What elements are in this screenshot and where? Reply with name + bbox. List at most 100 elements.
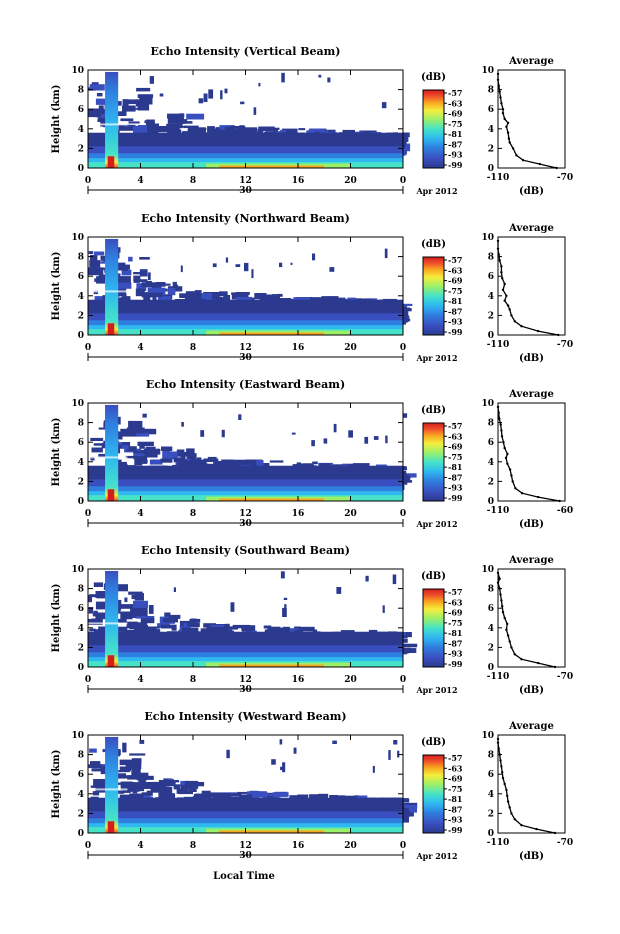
colorbar-tick-label: -57 [448,753,462,763]
y-tick-label: 6 [78,604,84,614]
echo-cell [203,458,219,462]
x-tick-label: 12 [239,176,252,186]
echo-cell [401,639,408,643]
echo-column-core [107,323,115,335]
profile-point [496,737,500,741]
profile-y-tick-label: 0 [488,829,494,839]
echo-cell [114,770,130,773]
y-tick-label: 6 [78,272,84,282]
echo-cell [247,791,262,796]
echo-cell [122,105,136,112]
profile-title: Average [508,56,554,67]
echo-column [105,404,119,501]
profile-y-tick-label: 6 [488,105,494,115]
colorbar-tick-label: -99 [448,327,463,337]
profile-point [520,492,524,495]
echo-cell [136,87,151,92]
echo-cell [127,775,139,780]
profile-point [506,800,510,803]
x-tick-label: 20 [344,509,357,519]
echo-cell [211,129,227,136]
echo-cell [342,463,360,467]
echo-cell [111,293,127,297]
profile-point [499,423,502,426]
echo-cell [186,448,195,456]
profile-point [501,776,505,780]
echo-cell [127,766,133,769]
profile-point [497,411,500,414]
x-tick-label: 4 [137,176,143,186]
echo-cell [141,792,148,799]
average-profile: Average 0 2 4 6 8 10 -110 -70 (dB) [481,555,573,696]
panel-5: Echo Intensity (Westward Beam) 0 2 4 6 8 10 0 4 8… [51,710,573,862]
echo-cell [183,125,199,129]
x-axis-label: Local Time [213,871,275,882]
echo-cell [98,427,110,430]
echo-cell [156,127,169,133]
echo-cell [89,260,101,268]
x-tick-label: 0 [400,343,406,353]
echo-cell [89,254,98,262]
echo-cell [293,747,297,754]
profile-line [497,738,556,834]
echo-cell [188,127,206,135]
profile-point [505,294,508,297]
echo-cell [364,436,369,444]
echo-cell [308,128,325,132]
echo-cell [117,264,130,270]
profile-x-tick-label: -110 [487,340,510,350]
colorbar-tick-label: -87 [448,306,462,316]
profile-point [503,117,506,121]
echo-cell [353,463,370,467]
echo-cell [134,593,144,601]
date-label: Apr 2012 [415,186,457,196]
echo-cell [226,129,243,135]
echo-cell [192,782,205,787]
colorbar [422,422,445,502]
colorbar-tick-label: -57 [448,255,462,265]
echo-cell [117,599,122,609]
average-profile: Average 0 2 4 6 8 10 -110 -70 (dB) [481,56,573,197]
echo-cell [93,443,106,446]
colorbar-units: (dB) [421,72,446,83]
echo-layer [219,664,325,667]
colorbar-tick-label: -69 [448,774,463,784]
heatmap-layer [88,71,411,168]
echo-cell [133,451,144,454]
profile-frame [497,236,566,336]
echo-cell [131,594,136,600]
profile-point [498,417,501,420]
echo-cell [139,257,150,260]
echo-cell [125,455,138,459]
echo-cell [256,459,264,466]
x-tick-label: 4 [137,675,143,685]
echo-cell [147,272,151,280]
colorbar-tick-label: -93 [448,649,463,659]
day-label: 30 [239,519,252,529]
echo-cell [272,792,289,797]
profile-y-tick-label: 4 [488,458,494,468]
echo-cell [393,740,398,745]
echo-cell [183,622,190,629]
echo-cell [244,262,249,272]
echo-cell [263,625,272,629]
profile-y-tick-label: 4 [488,125,494,135]
echo-cell [319,463,331,467]
echo-cell [122,99,137,105]
echo-cell [135,432,150,437]
echo-gap [88,290,128,293]
colorbar-tick-label: -93 [448,317,463,327]
echo-cell [262,296,275,303]
echo-cell [251,269,254,279]
colorbar-tick-label: -63 [448,431,463,441]
colorbar [422,754,445,834]
echo-cell [398,307,410,311]
profile-point [503,782,506,786]
y-tick-label: 2 [78,477,84,487]
y-tick-label: 0 [78,663,84,673]
x-tick-label: 16 [292,675,305,685]
profile-point [505,125,508,128]
y-tick-label: 8 [78,253,84,263]
profile-y-tick-label: 10 [481,233,494,243]
y-tick-label: 2 [78,643,84,653]
